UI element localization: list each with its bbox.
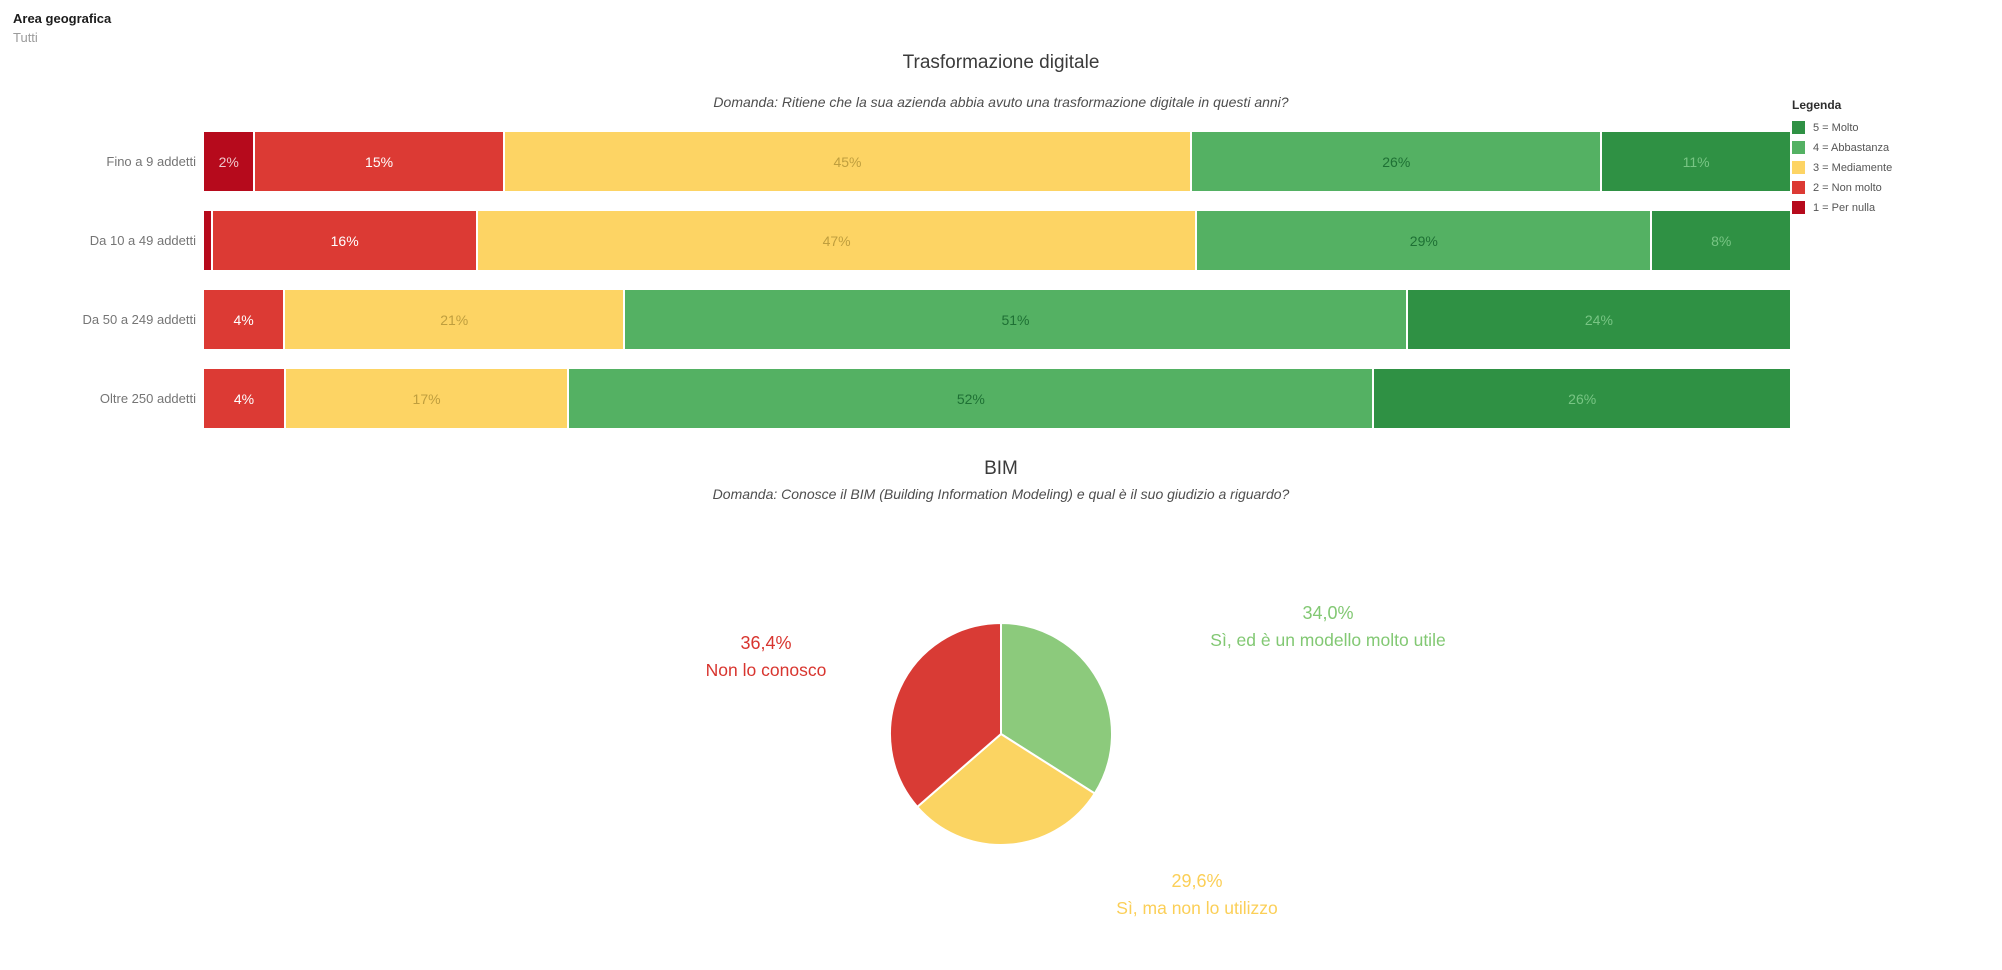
pie-label-non-lo-conosco: 36,4% Non lo conosco — [616, 630, 916, 684]
bar-segment[interactable]: 51% — [623, 290, 1406, 349]
bar-segment[interactable]: 21% — [283, 290, 624, 349]
legend-label: 3 = Mediamente — [1813, 161, 1893, 174]
legend-swatch-icon — [1792, 181, 1805, 194]
filter-value-dropdown[interactable]: Tutti — [13, 30, 38, 45]
legend-label: 2 = Non molto — [1813, 181, 1882, 194]
bar-segment[interactable]: 45% — [502, 132, 1191, 191]
bar-segment[interactable]: 29% — [1195, 211, 1651, 270]
category-label: Da 10 a 49 addetti — [89, 233, 196, 248]
bar-segment[interactable]: 8% — [1650, 211, 1790, 270]
bar-row: Da 10 a 49 addetti 16% 47% 29% 8% — [0, 211, 1790, 270]
bar-segment[interactable]: 2% — [204, 132, 254, 191]
pie-slice-name: Sì, ed è un modello molto utile — [1210, 630, 1446, 650]
bar-segments: 4% 17% 52% 26% — [204, 369, 1790, 428]
bar-row: Da 50 a 249 addetti 4% 21% 51% 24% — [0, 290, 1790, 349]
pie-value: 34,0% — [1302, 603, 1354, 623]
bar-row: Oltre 250 addetti 4% 17% 52% 26% — [0, 369, 1790, 428]
legend-items: 5 = Molto 4 = Abbastanza 3 = Mediamente 2 =… — [1792, 121, 1992, 214]
bar-segment[interactable]: 4% — [204, 369, 284, 428]
bar-chart-question: Domanda: Ritiene che la sua azienda abbi… — [713, 94, 1289, 110]
legend-swatch-icon — [1792, 161, 1805, 174]
legend-label: 4 = Abbastanza — [1813, 141, 1890, 154]
pie-label-non-lo-utilizzo: 29,6% Sì, ma non lo utilizzo — [1047, 868, 1347, 922]
bar-segment[interactable] — [204, 211, 212, 270]
bar-segment[interactable]: 15% — [253, 132, 503, 191]
filter-title: Area geografica — [13, 11, 112, 26]
bar-segment[interactable]: 24% — [1405, 290, 1790, 349]
legend-swatch-icon — [1792, 201, 1805, 214]
pie-slice-name: Sì, ma non lo utilizzo — [1116, 898, 1278, 918]
bar-row: Fino a 9 addetti 2% 15% 45% 26% 11% — [0, 132, 1790, 191]
pie-slice-name: Non lo conosco — [705, 660, 827, 680]
bar-segment[interactable]: 4% — [204, 290, 284, 349]
pie-label-molto-utile: 34,0% Sì, ed è un modello molto utile — [1178, 600, 1478, 654]
bar-segment[interactable]: 47% — [475, 211, 1196, 270]
pie-value: 36,4% — [740, 633, 792, 653]
pie-slice[interactable] — [916, 733, 1096, 846]
category-label: Da 50 a 249 addetti — [82, 312, 196, 327]
bar-segments: 4% 21% 51% 24% — [204, 290, 1790, 349]
legend-item[interactable]: 1 = Per nulla — [1792, 201, 1992, 214]
bar-segment[interactable]: 17% — [283, 369, 568, 428]
pie-slice[interactable] — [889, 622, 1002, 808]
bar-segments: 2% 15% 45% 26% 11% — [204, 132, 1790, 191]
pie-chart-question: Domanda: Conosce il BIM (Building Inform… — [712, 486, 1290, 502]
bar-segment[interactable]: 26% — [1372, 369, 1790, 428]
area-geografica-filter: Area geografica Tutti — [13, 10, 111, 46]
bar-segment[interactable]: 16% — [211, 211, 476, 270]
bar-chart-title: Trasformazione digitale — [902, 52, 1100, 73]
pie-value: 29,6% — [1171, 871, 1223, 891]
bar-segments: 16% 47% 29% 8% — [204, 211, 1790, 270]
bar-segment[interactable]: 11% — [1600, 132, 1790, 191]
pie-chart-title: BIM — [984, 458, 1018, 479]
legend-item[interactable]: 5 = Molto — [1792, 121, 1992, 134]
legend-swatch-icon — [1792, 141, 1805, 154]
category-label: Oltre 250 addetti — [99, 391, 196, 406]
bar-rows: Fino a 9 addetti 2% 15% 45% 26% 11% Da 10 a 49… — [0, 132, 1790, 448]
bar-segment[interactable]: 52% — [567, 369, 1373, 428]
category-label: Fino a 9 addetti — [106, 154, 196, 169]
legend-item[interactable]: 4 = Abbastanza — [1792, 141, 1992, 154]
legend-title: Legenda — [1792, 98, 1842, 112]
legend-swatch-icon — [1792, 121, 1805, 134]
legend-item[interactable]: 2 = Non molto — [1792, 181, 1992, 194]
pie-chart — [889, 622, 1113, 846]
legend-item[interactable]: 3 = Mediamente — [1792, 161, 1992, 174]
legend: Legenda 5 = Molto 4 = Abbastanza 3 = Media… — [1792, 98, 1992, 221]
bar-segment[interactable]: 26% — [1190, 132, 1601, 191]
legend-label: 5 = Molto — [1813, 121, 1859, 134]
legend-label: 1 = Per nulla — [1813, 201, 1876, 214]
